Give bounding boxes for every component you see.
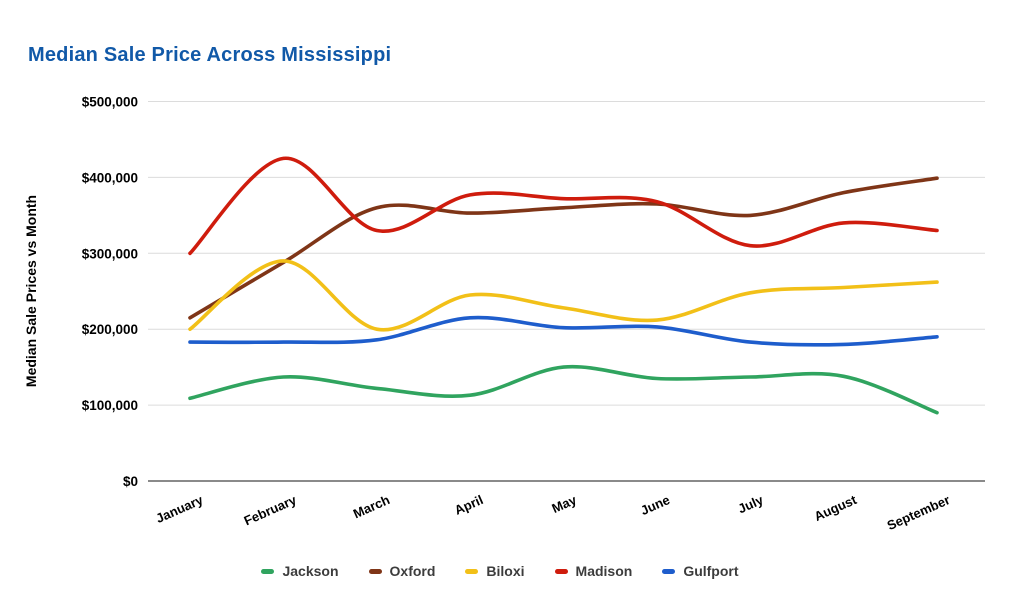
y-tick-label: $200,000 — [82, 322, 138, 337]
legend-label: Jackson — [282, 563, 339, 579]
legend-item-biloxi: Biloxi — [465, 563, 525, 579]
x-axis-labels: January February March April May June July Augu… — [154, 492, 953, 533]
series-layer — [188, 156, 939, 415]
legend-swatch-icon — [554, 568, 568, 574]
y-tick-label: $100,000 — [82, 398, 138, 413]
series-line-oxford — [188, 176, 939, 320]
chart-legend: Jackson Oxford Biloxi Madison Gulfport — [0, 563, 1000, 579]
legend-item-madison: Madison — [554, 563, 633, 579]
x-tick-label: January — [154, 492, 206, 526]
series-line-madison — [188, 156, 939, 256]
legend-label: Madison — [575, 563, 633, 579]
legend-label: Oxford — [389, 563, 436, 579]
y-tick-label: $0 — [123, 474, 138, 489]
y-tick-label: $500,000 — [82, 95, 138, 110]
y-tick-label: $400,000 — [82, 170, 138, 185]
legend-label: Gulfport — [683, 563, 739, 579]
y-tick-label: $300,000 — [82, 246, 138, 261]
x-tick-label: August — [812, 492, 860, 524]
legend-item-gulfport: Gulfport — [662, 563, 739, 579]
y-axis-title: Median Sale Prices vs Month — [23, 195, 39, 387]
series-line-jackson — [188, 364, 939, 415]
x-tick-label: September — [885, 492, 952, 533]
y-axis-labels: $0 $100,000 $200,000 $300,000 $400,000 $500,0… — [82, 95, 138, 490]
legend-swatch-icon — [368, 568, 382, 574]
series-line-gulfport — [188, 315, 939, 347]
legend-swatch-icon — [261, 568, 275, 574]
grid-layer — [148, 101, 985, 482]
x-tick-label: March — [351, 492, 392, 521]
chart-title: Median Sale Price Across Mississippi — [28, 44, 392, 66]
legend-label: Biloxi — [486, 563, 525, 579]
x-tick-label: February — [242, 492, 300, 529]
x-tick-label: June — [638, 492, 672, 518]
x-tick-label: April — [452, 492, 485, 518]
legend-swatch-icon — [465, 568, 479, 574]
x-tick-label: July — [736, 492, 767, 517]
legend-item-oxford: Oxford — [368, 563, 436, 579]
x-tick-label: May — [550, 492, 580, 516]
series-line-biloxi — [188, 259, 939, 332]
legend-swatch-icon — [662, 568, 676, 574]
legend-item-jackson: Jackson — [261, 563, 339, 579]
